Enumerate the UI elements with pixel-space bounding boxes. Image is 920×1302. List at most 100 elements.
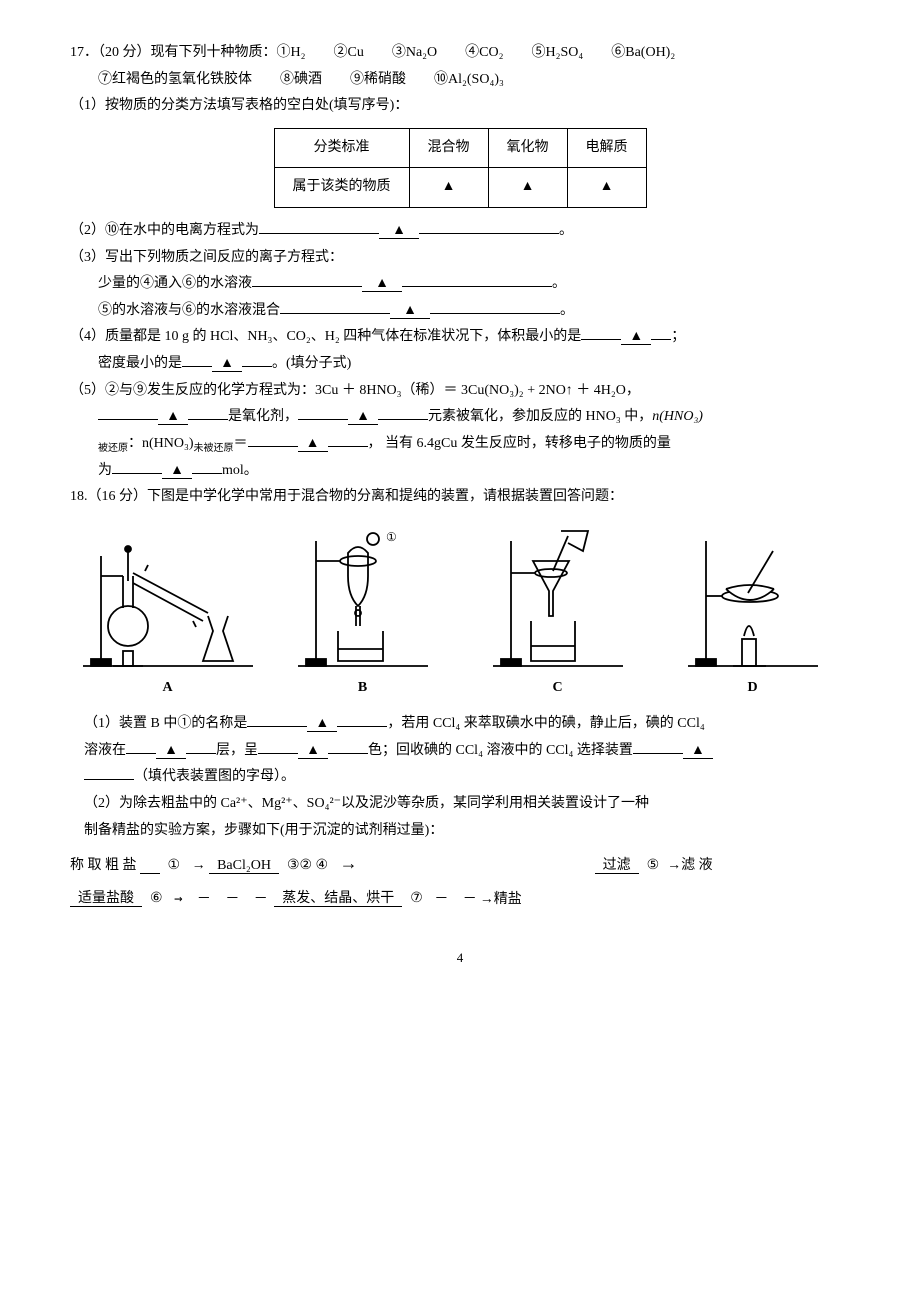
- q17-p5a: （5）②与⑨发生反应的化学方程式为：3Cu ＋ 8HNO₃（稀）＝ 3Cu(NO…: [70, 378, 850, 405]
- flow-step2: BaCl₂OH③② ④: [209, 858, 336, 875]
- q18-p1-l3: （填代表装置图的字母）。: [70, 764, 850, 791]
- q18-p1-l1: （1）装置 B 中①的名称是▲，若用 CCl₄ 来萃取碘水中的碘，静止后，碘的 …: [70, 711, 850, 738]
- q17-p5c: 被还原：n(HNO₃)未被还原＝ ▲ ， 当有 6.4gCu 发生反应时，转移电子的…: [70, 431, 850, 458]
- blank: [252, 286, 362, 287]
- q17-p3a: 少量的④通入⑥的水溶液▲。: [70, 271, 850, 298]
- blank: [419, 233, 559, 234]
- q17-list2: ⑦红褐色的氢氧化铁胶体 ⑧碘酒 ⑨稀硝酸 ⑩Al₂(SO₄)₃: [70, 67, 850, 94]
- q18-p2a: （2）为除去粗盐中的 Ca²⁺、Mg²⁺、SO₄²⁻以及泥沙等杂质，某同学利用相…: [70, 791, 850, 818]
- q17-p5b: ▲ 是氧化剂， ▲ 元素被氧化，参加反应的 HNO₃ 中，n(HNO₃): [70, 404, 850, 431]
- label-c: C: [460, 675, 655, 702]
- th-2: 混合物: [409, 128, 488, 168]
- end: mol。: [222, 463, 258, 478]
- text: （1）装置 B 中①的名称是: [84, 716, 247, 731]
- text: 为: [98, 463, 112, 478]
- blank-tri: ▲: [362, 277, 402, 292]
- blank: [280, 313, 390, 314]
- q17-p5d: 为 ▲ mol。: [70, 458, 850, 485]
- blank: [112, 473, 162, 474]
- blank: [182, 366, 212, 367]
- text2: 。(填分子式): [272, 356, 351, 371]
- page-number: 4: [70, 946, 850, 971]
- blank: [188, 419, 228, 420]
- q17-p4b: 密度最小的是 ▲ 。(填分子式): [70, 351, 850, 378]
- label-a: A: [70, 675, 265, 702]
- th-1: 分类标准: [274, 128, 409, 168]
- blank-tri: ▲: [683, 744, 713, 759]
- blank: [258, 753, 298, 754]
- blank: [581, 339, 621, 340]
- q17-p3b: ⑤的水溶液与⑥的水溶液混合▲。: [70, 298, 850, 325]
- q17-p2: （2）⑩在水中的电离方程式为 ▲ 。: [70, 218, 850, 245]
- eq: ＝: [234, 436, 248, 451]
- dash-arrow: → － － －: [174, 891, 271, 907]
- text2: 层，呈: [216, 743, 258, 758]
- hno3: n(HNO₃): [652, 409, 703, 424]
- blank: [242, 366, 272, 367]
- text: 溶液在: [84, 743, 126, 758]
- label-d: D: [655, 675, 850, 702]
- flow-line1: 称 取 粗 盐 ① → BaCl₂OH③② ④ → 过滤⑤→滤 液: [70, 844, 850, 884]
- text: ：n(HNO₃): [128, 436, 194, 451]
- dash-arrow: － －: [434, 891, 479, 907]
- blank: [98, 419, 158, 420]
- figure-d: D: [655, 521, 850, 702]
- blank: [247, 726, 307, 727]
- blank: [84, 779, 134, 780]
- q18-header: 18.（16 分）下图是中学化学中常用于混合物的分离和提纯的装置，请根据装置回答…: [70, 484, 850, 511]
- blank: [633, 753, 683, 754]
- period: 。: [560, 303, 574, 318]
- th-4: 电解质: [567, 128, 646, 168]
- blank: [328, 446, 368, 447]
- sep-funnel-icon: ①: [288, 521, 438, 671]
- th-3: 氧化物: [488, 128, 567, 168]
- blank: [430, 313, 560, 314]
- evaporation-icon: [678, 521, 828, 671]
- figure-b: ① B: [265, 521, 460, 702]
- q17-p2a: （2）⑩在水中的电离方程式为: [70, 223, 259, 238]
- flow-s5after: →精盐: [480, 892, 522, 907]
- q17-p1: （1）按物质的分类方法填写表格的空白处(填写序号)：: [70, 93, 850, 120]
- text3: 色；回收碘的 CCl₄ 溶液中的 CCl₄ 选择装置: [368, 743, 633, 758]
- sub2: 未被还原: [194, 443, 234, 454]
- flow-s3after: →滤 液: [667, 858, 713, 873]
- figure-c: C: [460, 521, 655, 702]
- svg-text:①: ①: [386, 530, 397, 544]
- text: 密度最小的是: [98, 356, 182, 371]
- apparatus-figures: A ① B: [70, 521, 850, 702]
- text2: ，若用 CCl₄ 来萃取碘水中的碘，静止后，碘的 CCl₄: [387, 716, 704, 731]
- blank: [259, 233, 379, 234]
- blank-tri: ▲: [379, 224, 419, 239]
- tr-label: 属于该类的物质: [274, 168, 409, 208]
- label-b: B: [265, 675, 460, 702]
- blank: [248, 446, 298, 447]
- blank-tri: ▲: [162, 464, 192, 479]
- text1: 是氧化剂，: [228, 409, 298, 424]
- figure-a: A: [70, 521, 265, 702]
- blank-tri: ▲: [212, 357, 242, 372]
- text2: 元素被氧化，参加反应的 HNO₃ 中，: [428, 409, 652, 424]
- period: 。: [559, 223, 573, 238]
- blank: [328, 753, 368, 754]
- flow-line2: 适量盐酸⑥ → － － － 蒸发、结晶、烘干⑦ － －→精盐: [70, 884, 850, 916]
- q17-p3: （3）写出下列物质之间反应的离子方程式：: [70, 245, 850, 272]
- q18-p1-l2: 溶液在▲层，呈▲色；回收碘的 CCl₄ 溶液中的 CCl₄ 选择装置▲: [70, 738, 850, 765]
- text: 少量的④通入⑥的水溶液: [98, 276, 252, 291]
- blank: [378, 419, 428, 420]
- q17-p4: （4）质量都是 10 g 的 HCl、NH₃、CO₂、H₂ 四种气体在标准状况下…: [70, 324, 850, 351]
- flow-step1: ①: [140, 858, 188, 875]
- blank-tri: ▲: [621, 330, 651, 345]
- blank-tri: ▲: [348, 410, 378, 425]
- blank: [402, 286, 552, 287]
- blank-tri: ▲: [298, 437, 328, 452]
- sub1: 被还原: [98, 443, 128, 454]
- filtration-icon: [483, 521, 633, 671]
- blank-tri: ▲: [158, 410, 188, 425]
- text4: ， 当有 6.4gCu 发生反应时，转移电子的物质的量: [368, 436, 671, 451]
- tr-c3: ▲: [567, 168, 646, 208]
- distillation-icon: [73, 521, 263, 671]
- flow-s1: 称 取 粗 盐: [70, 851, 137, 882]
- flow-step3: 过滤⑤: [595, 858, 668, 875]
- blank: [192, 473, 222, 474]
- tr-c2: ▲: [488, 168, 567, 208]
